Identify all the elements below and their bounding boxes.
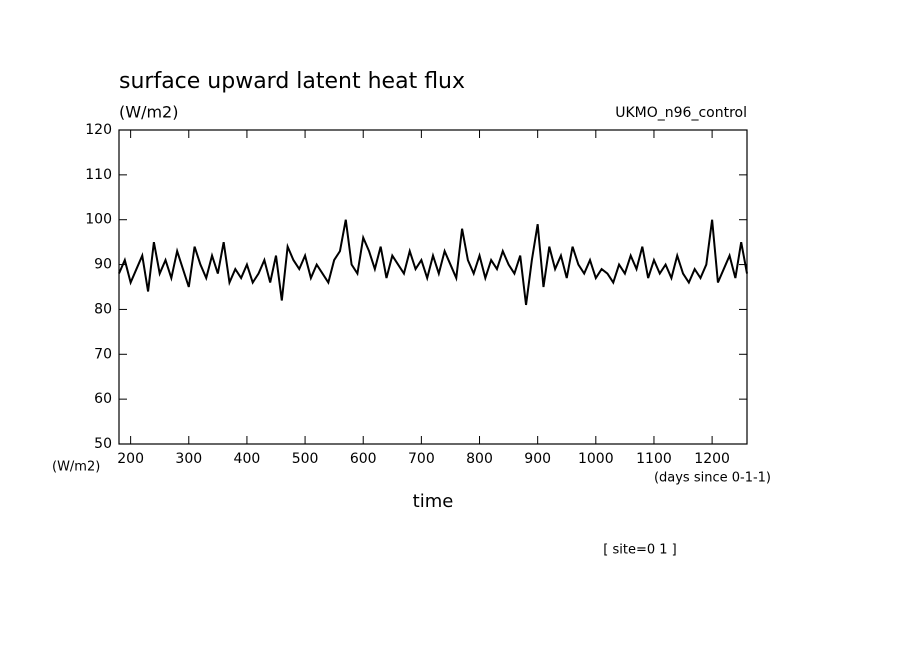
- annotation: [ site=0 1 ]: [603, 543, 676, 558]
- y-tick-label: 80: [94, 301, 112, 317]
- x-tick-label: 200: [117, 451, 144, 467]
- x-tick-label: 400: [234, 451, 261, 467]
- y-tick-label: 90: [94, 257, 112, 273]
- y-tick-label: 120: [85, 122, 112, 138]
- y-tick-label: 70: [94, 346, 112, 362]
- chart-title: surface upward latent heat flux: [119, 69, 465, 94]
- x-tick-label: 900: [524, 451, 551, 467]
- subtitle: (W/m2): [119, 103, 178, 122]
- x-tick-label: 700: [408, 451, 435, 467]
- y-tick-label: 110: [85, 167, 112, 183]
- y-tick-label: 60: [94, 391, 112, 407]
- x-tick-label: 1100: [636, 451, 672, 467]
- y-tick-label: 100: [85, 212, 112, 228]
- y-tick-label: 50: [94, 436, 112, 452]
- x-tick-label: 1000: [578, 451, 614, 467]
- y-unit: (W/m2): [52, 460, 100, 475]
- x-tick-label: 1200: [694, 451, 730, 467]
- model-label: UKMO_n96_control: [615, 105, 747, 121]
- x-tick-label: 300: [175, 451, 202, 467]
- x-axis-label: time: [413, 491, 454, 512]
- x-unit: (days since 0-1-1): [654, 471, 771, 486]
- data-line: [118, 219, 748, 306]
- plot-frame: [118, 129, 748, 445]
- x-tick-label: 500: [292, 451, 319, 467]
- x-tick-label: 800: [466, 451, 493, 467]
- x-tick-label: 600: [350, 451, 377, 467]
